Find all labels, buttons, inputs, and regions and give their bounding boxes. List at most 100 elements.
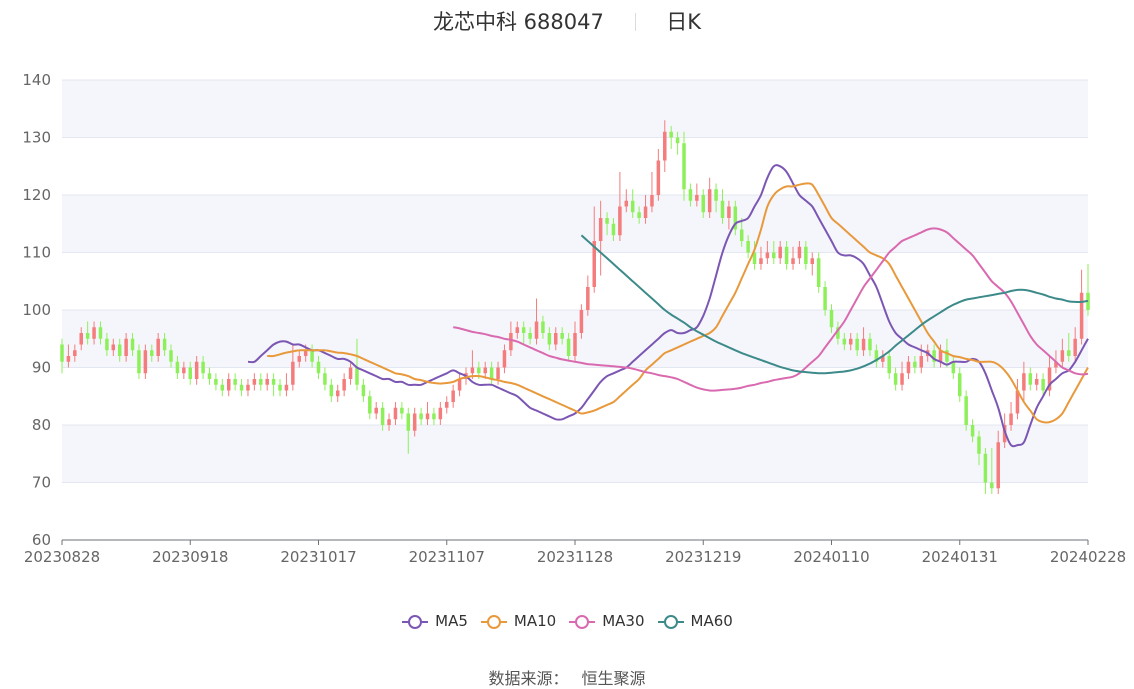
candle-body bbox=[586, 287, 590, 310]
candle-body bbox=[1054, 361, 1058, 368]
candle bbox=[1022, 361, 1026, 402]
candle-body bbox=[515, 327, 520, 333]
candle-body bbox=[335, 390, 340, 397]
candle bbox=[265, 373, 269, 391]
candle bbox=[1034, 373, 1039, 391]
x-tick-label: 20231107 bbox=[409, 548, 485, 566]
candle bbox=[733, 200, 738, 236]
candle bbox=[111, 338, 116, 356]
candle-body bbox=[1060, 350, 1065, 362]
candle-body bbox=[60, 344, 64, 362]
candle bbox=[1009, 402, 1013, 431]
candle bbox=[79, 327, 83, 351]
candle bbox=[618, 172, 622, 241]
candle bbox=[143, 344, 148, 379]
x-tick-label: 20230828 bbox=[24, 548, 100, 566]
legend-marker-icon bbox=[480, 615, 507, 629]
candle-body bbox=[457, 379, 462, 391]
candle bbox=[457, 373, 462, 397]
candle bbox=[194, 356, 199, 385]
candle bbox=[1073, 327, 1077, 362]
title-separator bbox=[634, 13, 636, 31]
candle-body bbox=[342, 379, 346, 391]
candle bbox=[586, 275, 590, 316]
candle-body bbox=[688, 189, 693, 201]
candle-body bbox=[1015, 390, 1020, 414]
candle-body bbox=[393, 407, 398, 420]
ma30-line bbox=[453, 227, 1089, 392]
candle-body bbox=[502, 350, 507, 368]
candle-body bbox=[220, 384, 225, 391]
candle-body bbox=[893, 373, 898, 385]
candle-body bbox=[92, 327, 96, 339]
candle-body bbox=[682, 143, 686, 190]
candle bbox=[98, 321, 103, 345]
candle-body bbox=[425, 413, 430, 420]
candle bbox=[996, 430, 1000, 494]
candle-body bbox=[438, 407, 443, 420]
candle bbox=[483, 361, 487, 379]
candle bbox=[938, 344, 943, 368]
candle bbox=[579, 304, 584, 339]
y-tick-label: 120 bbox=[22, 186, 51, 204]
candle-body bbox=[528, 333, 532, 339]
candle bbox=[983, 448, 988, 494]
x-tick-label: 20240228 bbox=[1050, 548, 1126, 566]
candle-body bbox=[996, 442, 1000, 489]
candle-body bbox=[720, 200, 725, 218]
candle-body bbox=[791, 258, 795, 264]
legend-item-ma60[interactable]: MA60 bbox=[657, 612, 733, 630]
candle-body bbox=[496, 367, 500, 379]
candle bbox=[701, 189, 706, 218]
x-tick-label: 20240131 bbox=[922, 548, 998, 566]
legend: MA5 MA10 MA30 MA60 bbox=[0, 612, 1134, 630]
candle-body bbox=[329, 384, 334, 397]
legend-label: MA5 bbox=[435, 612, 468, 630]
candle-body bbox=[188, 367, 193, 379]
candle bbox=[727, 200, 731, 230]
candle bbox=[335, 384, 340, 402]
candle-body bbox=[201, 361, 205, 374]
legend-label: MA30 bbox=[602, 612, 645, 630]
candle-body bbox=[739, 229, 744, 241]
candle-body bbox=[400, 407, 404, 414]
candle bbox=[797, 241, 802, 264]
candle bbox=[630, 189, 635, 218]
y-tick-label: 70 bbox=[32, 474, 51, 492]
candle-body bbox=[714, 189, 718, 201]
candle bbox=[739, 218, 744, 247]
candle-body bbox=[855, 338, 859, 351]
candle-body bbox=[374, 407, 378, 414]
source-value: 恒生聚源 bbox=[581, 669, 646, 688]
legend-marker-icon bbox=[402, 615, 429, 629]
candle bbox=[759, 246, 763, 270]
candle bbox=[893, 367, 898, 391]
candle bbox=[990, 448, 994, 494]
candle-body bbox=[560, 333, 564, 339]
candle-body bbox=[695, 195, 699, 201]
candle bbox=[509, 321, 513, 356]
candle-body bbox=[1034, 379, 1039, 385]
legend-item-ma5[interactable]: MA5 bbox=[401, 612, 468, 630]
candle-body bbox=[483, 367, 487, 374]
candle bbox=[284, 373, 289, 397]
legend-item-ma30[interactable]: MA30 bbox=[568, 612, 645, 630]
candle-body bbox=[259, 379, 263, 385]
candle-body bbox=[246, 384, 250, 391]
candle-body bbox=[348, 367, 353, 379]
candle bbox=[752, 241, 757, 270]
candle bbox=[707, 177, 712, 218]
legend-item-ma10[interactable]: MA10 bbox=[480, 612, 556, 630]
candle-body bbox=[752, 252, 757, 264]
x-axis: 20230828 20230918 20231017 20231107 20231128… bbox=[24, 539, 1126, 566]
candle bbox=[329, 379, 334, 402]
candle bbox=[342, 373, 346, 397]
candle bbox=[432, 407, 436, 425]
candle bbox=[521, 321, 526, 345]
candle bbox=[874, 344, 879, 368]
candle-body bbox=[592, 241, 596, 287]
candle bbox=[387, 413, 391, 431]
candle-body bbox=[784, 246, 789, 264]
candle-body bbox=[759, 258, 763, 264]
candle bbox=[855, 333, 859, 356]
